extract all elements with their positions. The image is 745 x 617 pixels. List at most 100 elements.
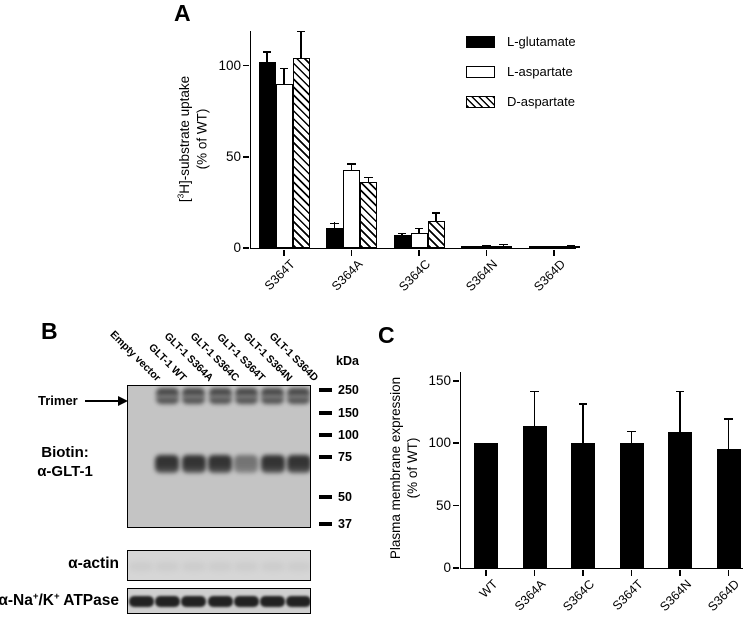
y-axis-tick-label: 150 xyxy=(428,372,451,388)
x-axis-label: S364C xyxy=(559,577,597,614)
x-axis-label: S364A xyxy=(328,257,366,294)
error-bar xyxy=(418,227,420,234)
error-bar-cap xyxy=(279,67,289,69)
trimer-band xyxy=(208,388,232,404)
bar-S364N-L-aspartate xyxy=(478,246,495,248)
monomer-band xyxy=(286,455,310,473)
error-bar xyxy=(350,163,353,170)
error-bar-cap xyxy=(262,51,272,53)
kda-marker-label: 100 xyxy=(338,428,359,442)
kda-marker-tick xyxy=(319,433,332,437)
panel-b-letter: B xyxy=(41,318,58,344)
actin-faint-band xyxy=(234,562,259,571)
x-axis-label: WT xyxy=(476,577,500,601)
panel-a-legend: L-glutamate L-aspartate D-aspartate xyxy=(466,34,576,124)
kda-marker-label: 75 xyxy=(338,450,352,464)
panel-c-y-axis-label-line2: (% of WT) xyxy=(405,437,420,499)
bar-WT-Plasma membrane expression xyxy=(474,443,498,568)
error-bar-cap xyxy=(724,418,733,420)
atpase-band xyxy=(207,596,233,607)
trimer-band xyxy=(155,388,179,404)
biotin-blot-image xyxy=(127,385,311,528)
actin-faint-band xyxy=(208,562,232,571)
y-axis-tick-label: 100 xyxy=(218,57,241,73)
bar-S364T-L-aspartate xyxy=(275,83,293,248)
x-axis-tick xyxy=(533,569,536,576)
actin-label: α-actin xyxy=(68,555,119,572)
x-axis-tick xyxy=(485,249,488,256)
x-axis-tick xyxy=(679,569,681,576)
x-axis-label: S364T xyxy=(609,577,646,613)
x-axis-label: S364N xyxy=(463,257,501,294)
y-axis-tick xyxy=(453,380,460,382)
error-bar-cap xyxy=(578,403,588,405)
trimer-band xyxy=(234,388,258,404)
legend-row-D-aspartate: D-aspartate xyxy=(466,94,576,109)
error-bar xyxy=(679,390,681,432)
trimer-arrow-icon xyxy=(85,396,128,406)
legend-swatch-solid xyxy=(466,35,495,48)
legend-swatch-open xyxy=(466,65,495,78)
bar-S364A-D-aspartate xyxy=(360,182,377,248)
monomer-band xyxy=(181,455,206,473)
bar-S364C-L-glutamate xyxy=(393,235,411,248)
monomer-band xyxy=(260,455,285,473)
trimer-label: Trimer xyxy=(38,393,78,408)
y-axis-tick xyxy=(453,442,460,444)
monomer-band xyxy=(208,455,232,473)
error-bar xyxy=(533,390,536,426)
x-axis-label: S364N xyxy=(656,577,694,614)
bar-S364D-Plasma membrane expression xyxy=(716,449,741,568)
panel-a-letter: A xyxy=(174,0,191,26)
error-bar xyxy=(582,403,584,444)
bar-S364C-D-aspartate xyxy=(427,220,445,248)
atpase-blot-image xyxy=(127,588,311,614)
actin-blot-image xyxy=(127,550,311,581)
trimer-band xyxy=(287,388,310,404)
x-axis-tick xyxy=(630,569,633,576)
y-axis-tick xyxy=(243,64,250,67)
actin-faint-band xyxy=(286,562,310,571)
error-bar-cap xyxy=(431,212,441,214)
error-bar-cap xyxy=(465,246,474,248)
x-axis-label: S364D xyxy=(530,257,568,294)
kda-marker-tick xyxy=(319,455,332,459)
error-bar xyxy=(727,418,730,450)
atpase-band xyxy=(181,596,207,607)
x-axis-label: S364A xyxy=(511,577,549,614)
bar-S364T-L-glutamate xyxy=(258,62,276,248)
panel-c-plot-area: 0 50 100 150 WT S364A S364C S364T S364N S364D xyxy=(428,372,743,614)
atpase-band xyxy=(154,596,180,607)
panel-c-y-axis-label: Plasma membrane expression (% of WT) xyxy=(387,377,421,559)
atpase-band xyxy=(128,596,154,607)
y-axis-tick-label: 50 xyxy=(435,497,451,513)
kda-marker-label: 50 xyxy=(338,490,352,504)
error-bar xyxy=(333,222,336,228)
kda-marker-label: 37 xyxy=(338,517,352,531)
legend-swatch-hatch xyxy=(466,95,495,108)
panel-a-plot-area: 0 50 100 S364T S364A S364C S364N S364D xyxy=(218,31,580,294)
y-axis-tick-label: 0 xyxy=(443,560,451,575)
error-bar-cap xyxy=(530,390,539,393)
error-bar xyxy=(283,67,285,84)
error-bar-cap xyxy=(296,31,306,33)
y-axis-tick-label: 100 xyxy=(428,435,451,451)
bar-S364N-Plasma membrane expression xyxy=(668,431,692,568)
kda-header: kDa xyxy=(336,354,359,368)
error-bar-cap xyxy=(532,245,542,248)
bar-S364T-D-aspartate xyxy=(292,58,310,248)
bar-S364D-D-aspartate xyxy=(562,246,580,248)
y-axis-tick xyxy=(243,247,250,249)
lane-labels-strip: Empty vector GLT-1 WT GLT-1 S364A GLT-1 S36… xyxy=(107,316,320,385)
actin-faint-band xyxy=(181,562,206,571)
legend-label: L-glutamate xyxy=(507,34,576,49)
legend-label: D-aspartate xyxy=(507,94,575,109)
error-bar-cap xyxy=(499,244,508,246)
x-axis-label: S364D xyxy=(705,577,743,614)
bar-S364T-Plasma membrane expression xyxy=(619,443,644,568)
bar-S364C-L-aspartate xyxy=(410,233,428,248)
y-axis-tick-label: 50 xyxy=(225,148,241,164)
atpase-label: α-Na+/K+ ATPase xyxy=(0,591,119,610)
error-bar xyxy=(266,51,268,62)
bar-S364N-D-aspartate xyxy=(495,245,512,248)
